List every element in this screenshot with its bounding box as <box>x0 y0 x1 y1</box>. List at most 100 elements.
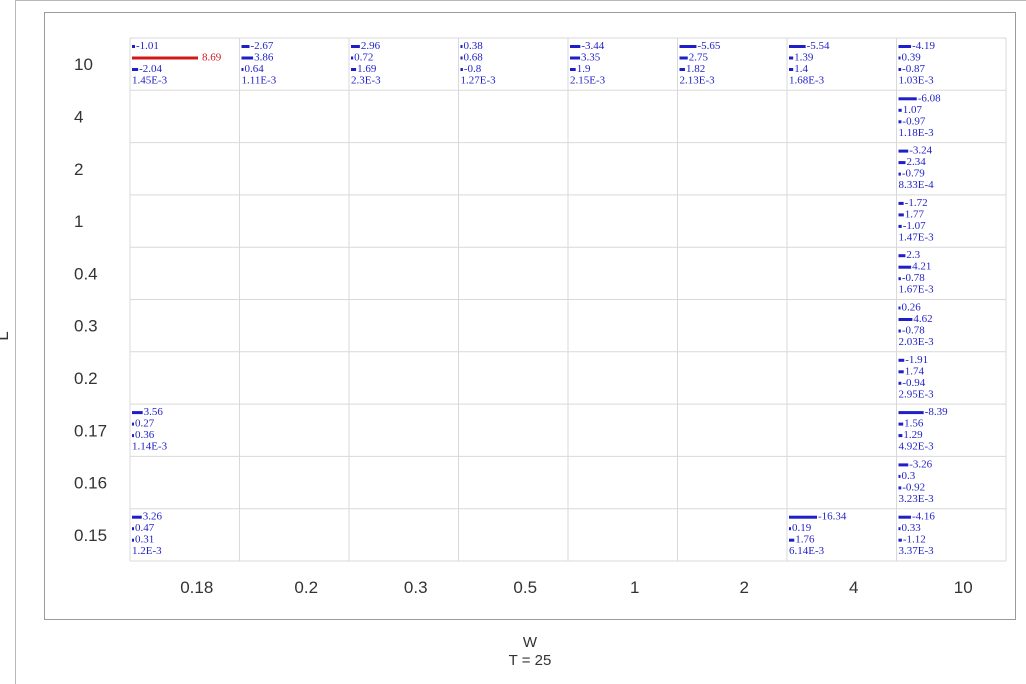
cell-value: 1.47E-3 <box>899 231 935 243</box>
data-cell: -1.01 8.69 -2.041.45E-3 <box>132 40 222 87</box>
x-tick-label: 0.5 <box>513 578 537 597</box>
value-bar <box>132 538 134 542</box>
y-tick-label: 0.17 <box>74 421 107 440</box>
y-tick-label: 1 <box>74 212 83 231</box>
cell-value: 1.82 <box>686 63 705 75</box>
x-tick-label: 2 <box>740 578 749 597</box>
cell-value: 1.56 <box>904 418 924 430</box>
value-bar <box>898 527 901 531</box>
value-bar <box>898 97 917 101</box>
data-cell: 3.560.270.361.14E-3 <box>132 406 168 453</box>
cell-value: 0.3 <box>902 470 916 482</box>
value-bar <box>898 329 901 333</box>
value-bar <box>351 45 360 48</box>
value-bar <box>132 434 134 438</box>
data-cells: -1.01 8.69 -2.041.45E-3 -2.673.860.641.11E-… <box>132 40 948 557</box>
y-tick-labels: 10 4 2 1 0.4 0.3 0.2 0.17 0.16 0.15 <box>74 55 107 545</box>
cell-value: -0.94 <box>902 377 925 389</box>
cell-value: 1.77 <box>905 208 925 220</box>
cell-value: -3.44 <box>581 40 604 52</box>
cell-value: 0.64 <box>245 63 265 75</box>
grid-lines <box>129 37 1007 562</box>
cell-value: 0.27 <box>135 418 155 430</box>
data-cell: -4.190.39-0.871.03E-3 <box>898 40 935 87</box>
cell-value: 0.31 <box>135 534 154 546</box>
cell-value: 2.34 <box>907 156 927 168</box>
data-cell: -6.081.07-0.971.18E-3 <box>898 92 941 139</box>
cell-value: 1.07 <box>903 104 923 116</box>
value-bar <box>460 68 463 71</box>
cell-value: -1.91 <box>905 354 928 366</box>
cell-value: 1.29 <box>903 429 923 441</box>
cell-value: 3.86 <box>254 52 274 64</box>
data-cell: 0.264.62-0.782.03E-3 <box>898 302 935 348</box>
cell-value: -3.24 <box>909 145 932 157</box>
data-cell: 2.34.21-0.781.67E-3 <box>898 249 934 296</box>
cell-value: 0.39 <box>902 52 922 64</box>
value-bar <box>132 515 142 519</box>
cell-value: 1.27E-3 <box>461 75 497 87</box>
y-tick-label: 4 <box>74 107 83 126</box>
cell-value: 0.36 <box>135 429 155 441</box>
value-bar <box>789 45 806 48</box>
value-bar <box>898 538 902 542</box>
cell-value: 2.96 <box>361 40 381 52</box>
value-bar <box>132 45 136 48</box>
cell-value: 3.37E-3 <box>899 545 935 557</box>
value-bar <box>570 56 581 60</box>
cell-value: 1.2E-3 <box>132 545 162 557</box>
value-bar <box>241 45 250 48</box>
value-bar <box>898 254 906 258</box>
value-bar <box>570 68 576 71</box>
cell-value: 1.68E-3 <box>789 75 825 87</box>
cell-value: 2.15E-3 <box>570 75 606 87</box>
value-bar <box>460 56 463 60</box>
cell-value: 0.33 <box>902 522 922 534</box>
cell-value: 1.74 <box>905 365 925 377</box>
cell-value: 3.56 <box>144 406 164 418</box>
cell-value: 2.03E-3 <box>899 336 935 348</box>
data-cell: -8.391.561.294.92E-3 <box>898 406 948 453</box>
cell-value: 1.39 <box>794 52 814 64</box>
cell-value: -6.08 <box>918 92 941 104</box>
data-cell: -5.541.391.41.68E-3 <box>789 40 830 87</box>
cell-value: -0.97 <box>902 115 925 127</box>
cell-value: -4.19 <box>912 40 935 52</box>
value-bar <box>898 318 913 321</box>
value-bar <box>898 120 902 124</box>
cell-value: -2.04 <box>139 63 162 75</box>
cell-value: 4.92E-3 <box>899 441 935 453</box>
plot-area-frame <box>44 12 1016 620</box>
cell-value: 0.26 <box>902 302 922 314</box>
value-bar <box>898 56 901 60</box>
data-cell: -4.160.33-1.123.37E-3 <box>898 511 935 557</box>
cell-value: -0.78 <box>902 325 925 337</box>
cell-value: -1.07 <box>903 220 926 232</box>
cell-value: -16.34 <box>818 511 847 523</box>
value-bar <box>898 201 904 205</box>
y-tick-label: 0.3 <box>74 317 98 336</box>
cell-value: 2.3 <box>906 249 920 261</box>
cell-value: 4.62 <box>913 313 932 325</box>
cell-value: -0.87 <box>902 63 925 75</box>
y-tick-label: 10 <box>74 55 93 74</box>
x-tick-label: 1 <box>630 578 639 597</box>
value-bar <box>351 68 357 71</box>
cell-value: -0.92 <box>902 481 925 493</box>
cell-value: 1.11E-3 <box>242 75 277 87</box>
cell-value: 0.47 <box>135 522 155 534</box>
data-cell: 0.380.68-0.81.27E-3 <box>460 40 497 87</box>
value-bar <box>898 411 924 415</box>
cell-value: 1.14E-3 <box>132 441 168 453</box>
data-cell: 2.960.721.692.3E-3 <box>351 40 381 87</box>
x-tick-label: 0.2 <box>294 578 318 597</box>
value-bar <box>898 45 912 48</box>
value-bar <box>898 265 912 269</box>
value-bar <box>898 515 911 519</box>
cell-value: 0.72 <box>354 52 373 64</box>
y-tick-label: 0.2 <box>74 369 98 388</box>
value-bar <box>679 68 685 71</box>
value-bar <box>898 381 902 385</box>
data-cell: -1.721.77-1.071.47E-3 <box>898 197 935 243</box>
x-tick-label: 10 <box>954 578 973 597</box>
